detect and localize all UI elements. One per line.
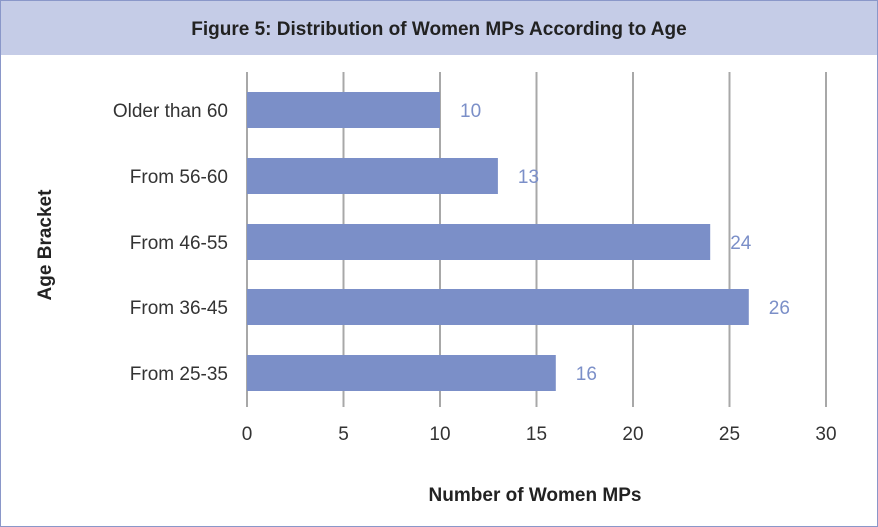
category-label: Older than 60 bbox=[113, 101, 228, 122]
x-tick-label: 15 bbox=[526, 424, 547, 445]
bar bbox=[247, 224, 711, 260]
data-label: 26 bbox=[769, 298, 790, 319]
chart-title: Figure 5: Distribution of Women MPs Acco… bbox=[191, 19, 687, 40]
x-tick-label: 0 bbox=[242, 424, 253, 445]
title-band bbox=[1, 1, 877, 55]
category-label: From 56-60 bbox=[130, 167, 228, 188]
x-tick-label: 5 bbox=[338, 424, 349, 445]
x-axis-label: Number of Women MPs bbox=[428, 485, 642, 506]
bar bbox=[247, 289, 749, 325]
bar bbox=[247, 355, 556, 391]
data-label: 13 bbox=[518, 167, 539, 188]
x-tick-label: 10 bbox=[429, 424, 450, 445]
category-label: From 46-55 bbox=[130, 233, 228, 254]
bar bbox=[247, 158, 498, 194]
data-label: 16 bbox=[576, 364, 597, 385]
data-label: 24 bbox=[730, 233, 752, 254]
data-label: 10 bbox=[460, 101, 481, 122]
category-label: From 25-35 bbox=[130, 364, 228, 385]
x-tick-label: 25 bbox=[719, 424, 740, 445]
bar bbox=[247, 92, 440, 128]
category-label: From 36-45 bbox=[130, 298, 228, 319]
x-tick-label: 20 bbox=[622, 424, 643, 445]
x-tick-label: 30 bbox=[815, 424, 836, 445]
